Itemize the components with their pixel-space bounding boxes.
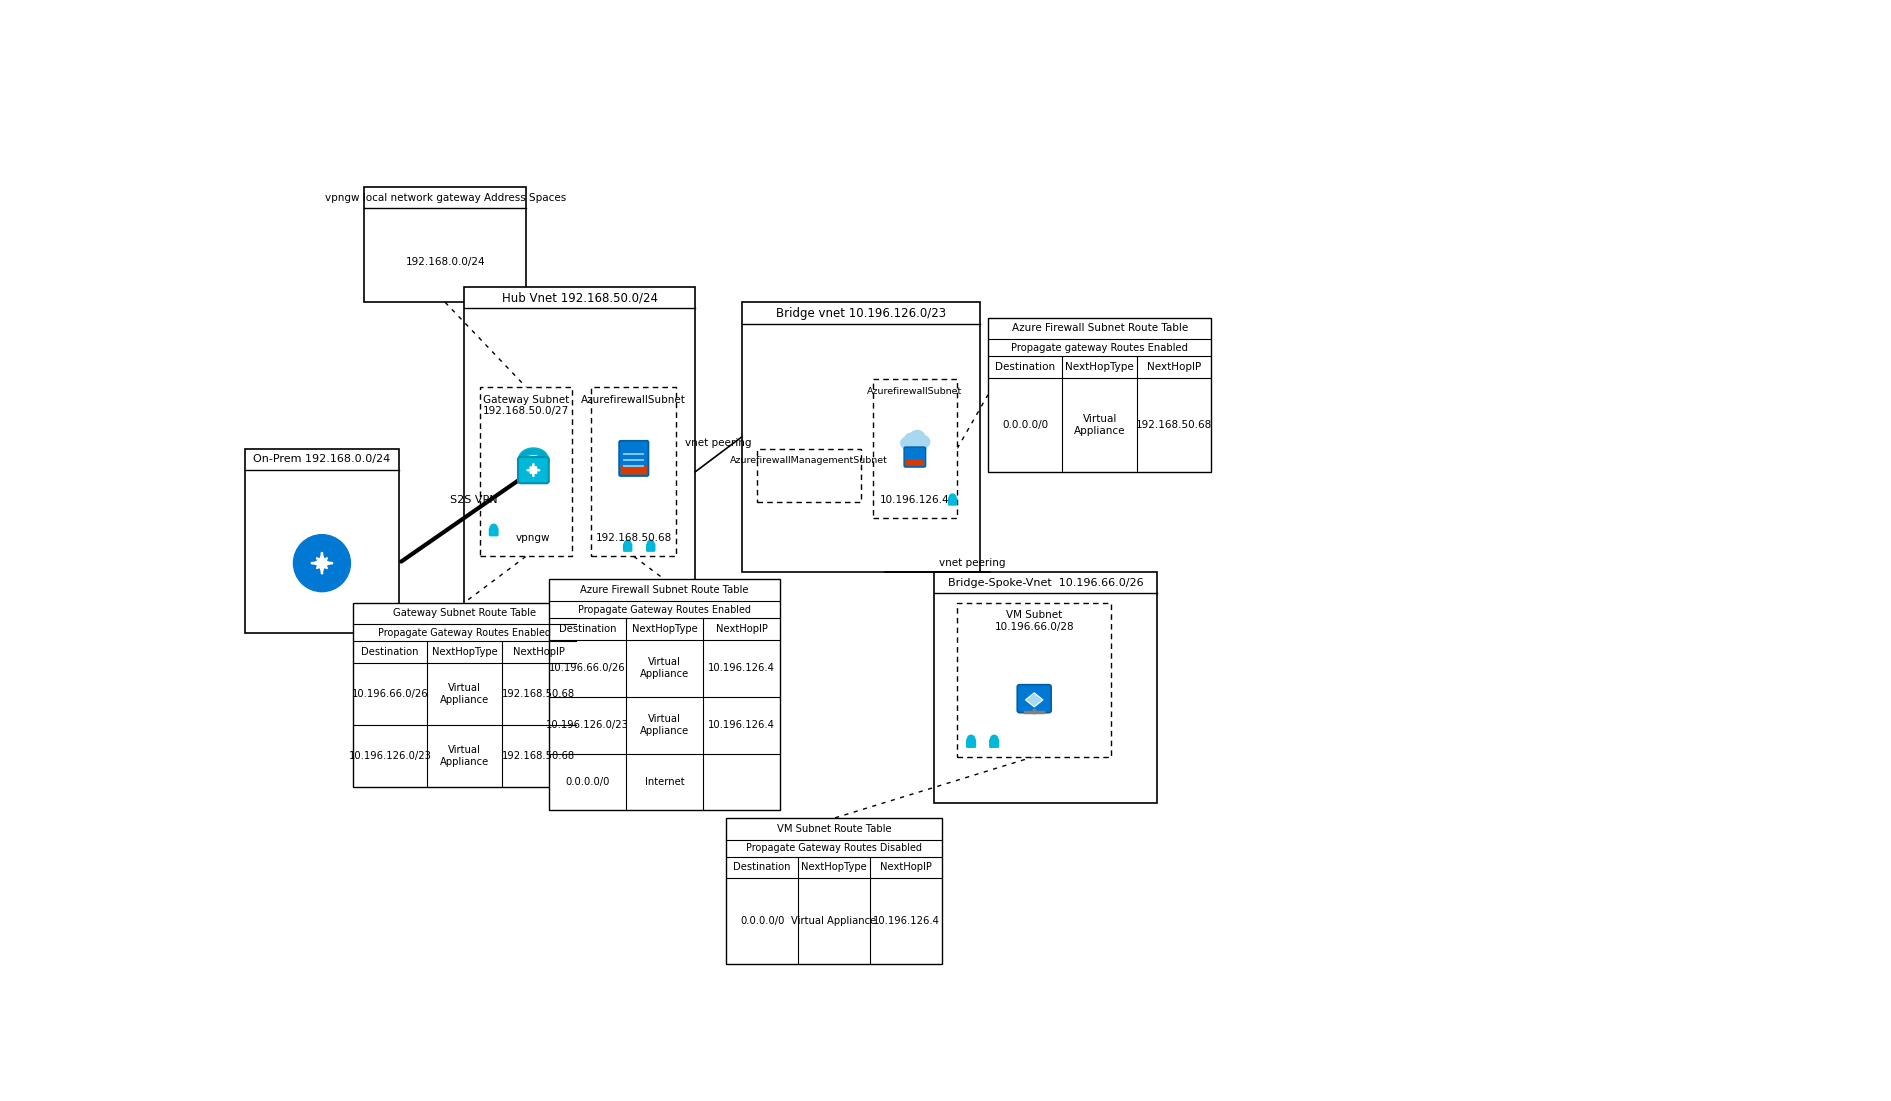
Text: vpngw local network gateway Address Spaces: vpngw local network gateway Address Spac… — [325, 193, 565, 203]
Text: 10.196.126.4: 10.196.126.4 — [872, 916, 940, 926]
Circle shape — [624, 541, 632, 547]
Text: Virtual
Appliance: Virtual Appliance — [1074, 414, 1125, 436]
FancyBboxPatch shape — [480, 386, 573, 556]
Text: 0.0.0.0/0: 0.0.0.0/0 — [739, 916, 785, 926]
Polygon shape — [1025, 693, 1044, 707]
Text: 192.168.0.0/24: 192.168.0.0/24 — [405, 257, 484, 266]
Text: VM Subnet Route Table: VM Subnet Route Table — [777, 824, 891, 833]
FancyBboxPatch shape — [246, 448, 399, 633]
Text: Gateway Subnet
192.168.50.0/27: Gateway Subnet 192.168.50.0/27 — [482, 394, 569, 416]
Text: Virtual
Appliance: Virtual Appliance — [639, 715, 688, 735]
FancyBboxPatch shape — [756, 448, 860, 502]
Text: S2S VPN: S2S VPN — [450, 494, 497, 504]
FancyBboxPatch shape — [934, 571, 1157, 803]
Circle shape — [968, 735, 974, 742]
FancyBboxPatch shape — [618, 440, 649, 476]
FancyBboxPatch shape — [518, 457, 548, 483]
FancyBboxPatch shape — [622, 543, 632, 552]
Text: 192.168.50.68: 192.168.50.68 — [503, 689, 575, 699]
Text: 10.196.126.0/23: 10.196.126.0/23 — [546, 720, 630, 730]
Text: 192.168.50.68: 192.168.50.68 — [1136, 419, 1212, 429]
Circle shape — [293, 535, 350, 591]
Text: Bridge vnet 10.196.126.0/23: Bridge vnet 10.196.126.0/23 — [775, 306, 946, 319]
Text: AzurefirewallManagementSubnet: AzurefirewallManagementSubnet — [730, 456, 889, 466]
Circle shape — [647, 541, 654, 547]
Text: Gateway Subnet Route Table: Gateway Subnet Route Table — [393, 609, 535, 619]
Text: 10.196.126.0/23: 10.196.126.0/23 — [348, 751, 431, 761]
FancyBboxPatch shape — [365, 187, 526, 303]
Text: NextHopIP: NextHopIP — [1148, 362, 1201, 372]
Text: VM Subnet
10.196.66.0/28: VM Subnet 10.196.66.0/28 — [995, 610, 1074, 632]
Text: 10.196.126.4: 10.196.126.4 — [879, 494, 949, 504]
Text: Internet: Internet — [645, 777, 685, 787]
FancyBboxPatch shape — [989, 739, 998, 748]
Circle shape — [949, 494, 955, 501]
Text: 10.196.66.0/26: 10.196.66.0/26 — [548, 663, 626, 673]
FancyBboxPatch shape — [1017, 685, 1051, 712]
Text: vnet peering: vnet peering — [685, 438, 753, 448]
Text: Virtual Appliance: Virtual Appliance — [790, 916, 877, 926]
FancyBboxPatch shape — [354, 602, 577, 787]
Text: AzurefirewallSubnet: AzurefirewallSubnet — [868, 386, 963, 396]
FancyBboxPatch shape — [906, 459, 925, 466]
FancyBboxPatch shape — [987, 318, 1212, 471]
FancyBboxPatch shape — [488, 527, 499, 536]
Circle shape — [917, 436, 930, 448]
Text: vnet peering: vnet peering — [938, 558, 1006, 568]
Text: Destination: Destination — [361, 647, 418, 657]
Circle shape — [910, 430, 925, 446]
Text: Azure Firewall Subnet Route Table: Azure Firewall Subnet Route Table — [1012, 324, 1188, 334]
Text: 10.196.66.0/26: 10.196.66.0/26 — [352, 689, 427, 699]
FancyBboxPatch shape — [592, 386, 677, 556]
Text: Propagate Gateway Routes Disabled: Propagate Gateway Routes Disabled — [747, 843, 923, 853]
Text: Destination: Destination — [560, 624, 616, 634]
Circle shape — [904, 433, 917, 447]
Text: NextHopIP: NextHopIP — [879, 862, 932, 872]
Text: Propagate Gateway Routes Enabled: Propagate Gateway Routes Enabled — [378, 628, 550, 637]
Text: 0.0.0.0/0: 0.0.0.0/0 — [1002, 419, 1048, 429]
Text: Hub Vnet 192.168.50.0/24: Hub Vnet 192.168.50.0/24 — [501, 291, 658, 304]
Text: Destination: Destination — [995, 362, 1055, 372]
Text: NextHopType: NextHopType — [1065, 362, 1135, 372]
FancyBboxPatch shape — [548, 579, 781, 810]
FancyBboxPatch shape — [957, 602, 1112, 756]
Text: AzurefirewallSubnet: AzurefirewallSubnet — [581, 394, 686, 405]
Text: NextHopIP: NextHopIP — [512, 647, 565, 657]
Text: NextHopIP: NextHopIP — [715, 624, 768, 634]
Text: 0.0.0.0/0: 0.0.0.0/0 — [565, 777, 609, 787]
Text: Virtual
Appliance: Virtual Appliance — [639, 657, 688, 679]
Circle shape — [490, 524, 497, 531]
FancyBboxPatch shape — [904, 447, 925, 467]
FancyBboxPatch shape — [904, 440, 927, 448]
FancyBboxPatch shape — [947, 497, 957, 505]
FancyBboxPatch shape — [647, 543, 656, 552]
Text: Propagate Gateway Routes Enabled: Propagate Gateway Routes Enabled — [579, 604, 751, 614]
Text: Propagate gateway Routes Enabled: Propagate gateway Routes Enabled — [1012, 342, 1188, 352]
Text: NextHopType: NextHopType — [802, 862, 866, 872]
Text: 192.168.50.68: 192.168.50.68 — [503, 751, 575, 761]
Text: Virtual
Appliance: Virtual Appliance — [441, 683, 490, 705]
Circle shape — [991, 735, 998, 742]
Text: 10.196.126.4: 10.196.126.4 — [707, 663, 775, 673]
Circle shape — [900, 437, 911, 448]
FancyBboxPatch shape — [465, 287, 696, 633]
Text: NextHopType: NextHopType — [431, 647, 497, 657]
FancyBboxPatch shape — [741, 303, 980, 571]
Text: 10.196.126.4: 10.196.126.4 — [707, 720, 775, 730]
FancyBboxPatch shape — [872, 379, 957, 517]
Text: On-Prem 192.168.0.0/24: On-Prem 192.168.0.0/24 — [253, 455, 391, 465]
FancyBboxPatch shape — [620, 466, 647, 475]
Text: 192.168.50.68: 192.168.50.68 — [596, 533, 671, 543]
Text: vpngw: vpngw — [516, 533, 550, 543]
Text: Azure Firewall Subnet Route Table: Azure Firewall Subnet Route Table — [581, 586, 749, 596]
Text: NextHopType: NextHopType — [632, 624, 698, 634]
Text: Virtual
Appliance: Virtual Appliance — [441, 745, 490, 767]
Text: Bridge-Spoke-Vnet  10.196.66.0/26: Bridge-Spoke-Vnet 10.196.66.0/26 — [947, 578, 1144, 588]
FancyBboxPatch shape — [726, 818, 942, 964]
FancyBboxPatch shape — [966, 739, 976, 748]
Text: Destination: Destination — [734, 862, 790, 872]
